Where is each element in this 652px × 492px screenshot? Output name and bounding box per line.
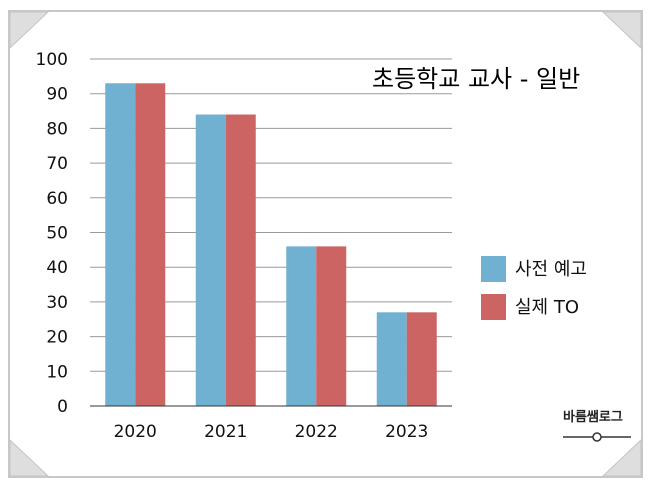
legend-swatch (481, 256, 506, 282)
bar-actual-2020 (135, 83, 166, 406)
bar-preannounced-2020 (105, 83, 136, 406)
x-tick-label: 2020 (114, 422, 157, 442)
bar-actual-2023 (406, 312, 437, 406)
x-axis-ticks: 2020 2021 2022 2023 (114, 422, 429, 442)
chart-title: 초등학교 교사 - 일반 (372, 65, 580, 93)
bar-actual-2022 (316, 246, 347, 406)
watermark-text: 바름쌤로그 (563, 409, 623, 425)
y-tick-label: 0 (57, 397, 68, 417)
legend-label: 실제 TO (515, 297, 579, 318)
x-tick-label: 2021 (204, 422, 247, 442)
bar-preannounced-2023 (376, 312, 407, 406)
bar-preannounced-2022 (286, 246, 317, 406)
bars (105, 83, 437, 407)
y-tick-label: 40 (46, 258, 68, 278)
y-tick-label: 30 (46, 293, 68, 313)
y-tick-label: 70 (46, 154, 68, 174)
y-tick-label: 60 (46, 189, 68, 209)
x-tick-label: 2023 (385, 422, 428, 442)
legend-label: 사전 예고 (515, 259, 587, 280)
y-tick-label: 10 (46, 362, 68, 382)
watermark-logo: 바름쌤로그 (563, 409, 631, 442)
bar-preannounced-2021 (195, 114, 226, 407)
legend-swatch (481, 294, 506, 320)
corner-decorations (9, 11, 642, 477)
y-tick-label: 20 (46, 328, 68, 348)
y-tick-label: 90 (46, 85, 68, 105)
watermark-dot-icon (592, 432, 602, 442)
x-tick-label: 2022 (295, 422, 338, 442)
y-tick-label: 80 (46, 119, 68, 139)
y-tick-label: 50 (46, 224, 68, 244)
y-tick-label: 100 (36, 50, 68, 70)
y-axis-ticks: 0 10 20 30 40 50 60 70 80 90 100 (36, 50, 68, 417)
bar-actual-2021 (225, 114, 256, 407)
